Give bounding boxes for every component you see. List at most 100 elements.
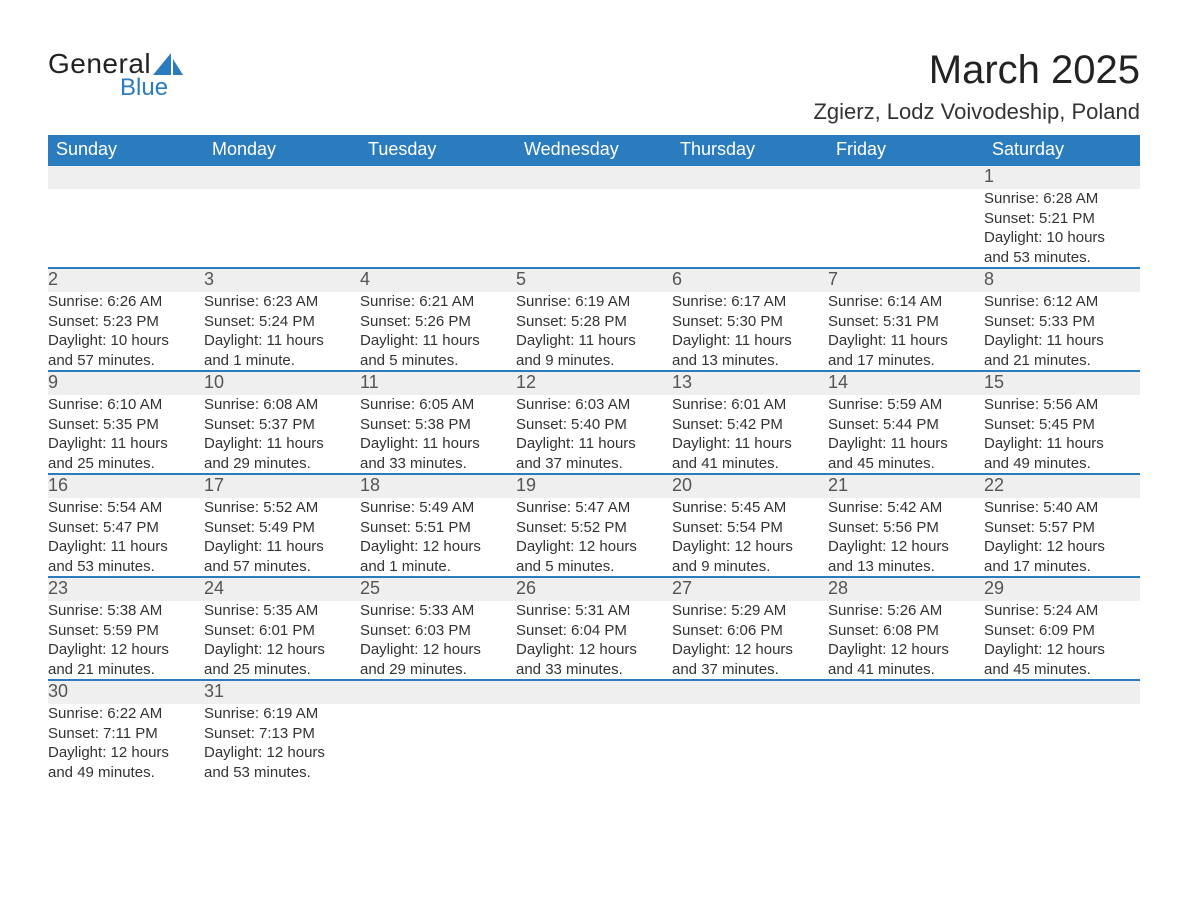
day-detail-cell: Sunrise: 6:19 AMSunset: 7:13 PMDaylight:… — [204, 704, 360, 782]
day-dl2: and 57 minutes. — [204, 557, 360, 577]
day-sunrise: Sunrise: 6:17 AM — [672, 292, 828, 312]
day-dl1: Daylight: 12 hours — [204, 640, 360, 660]
day-sunrise: Sunrise: 6:12 AM — [984, 292, 1140, 312]
day-sunrise: Sunrise: 6:10 AM — [48, 395, 204, 415]
day-dl1: Daylight: 11 hours — [360, 331, 516, 351]
day-sunrise: Sunrise: 6:23 AM — [204, 292, 360, 312]
day-detail-cell: Sunrise: 6:05 AMSunset: 5:38 PMDaylight:… — [360, 395, 516, 474]
day-sunrise: Sunrise: 5:24 AM — [984, 601, 1140, 621]
day-dl1: Daylight: 11 hours — [204, 331, 360, 351]
day-sunset: Sunset: 5:23 PM — [48, 312, 204, 332]
day-detail-cell: Sunrise: 6:21 AMSunset: 5:26 PMDaylight:… — [360, 292, 516, 371]
day-detail-cell: Sunrise: 6:12 AMSunset: 5:33 PMDaylight:… — [984, 292, 1140, 371]
day-sunrise: Sunrise: 5:31 AM — [516, 601, 672, 621]
day-number-cell: 24 — [204, 577, 360, 601]
day-dl1: Daylight: 10 hours — [984, 228, 1140, 248]
day-number-cell: 18 — [360, 474, 516, 498]
day-number-cell: 8 — [984, 268, 1140, 292]
day-detail-cell: Sunrise: 5:26 AMSunset: 6:08 PMDaylight:… — [828, 601, 984, 680]
day-dl2: and 5 minutes. — [360, 351, 516, 371]
day-dl1: Daylight: 12 hours — [984, 640, 1140, 660]
day-number-cell: 20 — [672, 474, 828, 498]
day-dl2: and 17 minutes. — [828, 351, 984, 371]
day-number-cell: 1 — [984, 165, 1140, 189]
day-sunrise: Sunrise: 5:42 AM — [828, 498, 984, 518]
day-detail-cell: Sunrise: 6:23 AMSunset: 5:24 PMDaylight:… — [204, 292, 360, 371]
day-dl2: and 17 minutes. — [984, 557, 1140, 577]
logo: General Blue — [48, 48, 183, 102]
day-detail-cell: Sunrise: 6:08 AMSunset: 5:37 PMDaylight:… — [204, 395, 360, 474]
day-dl2: and 9 minutes. — [672, 557, 828, 577]
day-sunrise: Sunrise: 5:45 AM — [672, 498, 828, 518]
day-detail-cell: Sunrise: 5:45 AMSunset: 5:54 PMDaylight:… — [672, 498, 828, 577]
day-detail-cell: Sunrise: 6:28 AMSunset: 5:21 PMDaylight:… — [984, 189, 1140, 268]
day-dl1: Daylight: 11 hours — [516, 434, 672, 454]
day-dl2: and 29 minutes. — [360, 660, 516, 680]
day-dl2: and 21 minutes. — [984, 351, 1140, 371]
day-detail-row: Sunrise: 6:22 AMSunset: 7:11 PMDaylight:… — [48, 704, 1140, 782]
day-sunrise: Sunrise: 6:19 AM — [204, 704, 360, 724]
day-detail-cell: Sunrise: 6:01 AMSunset: 5:42 PMDaylight:… — [672, 395, 828, 474]
day-number-cell — [360, 165, 516, 189]
day-dl1: Daylight: 12 hours — [360, 537, 516, 557]
day-dl1: Daylight: 12 hours — [516, 640, 672, 660]
day-number-cell: 27 — [672, 577, 828, 601]
day-number-row: 3031 — [48, 680, 1140, 704]
day-sunrise: Sunrise: 5:52 AM — [204, 498, 360, 518]
day-detail-cell — [204, 189, 360, 268]
location: Zgierz, Lodz Voivodeship, Poland — [813, 99, 1140, 125]
day-detail-cell: Sunrise: 5:52 AMSunset: 5:49 PMDaylight:… — [204, 498, 360, 577]
day-number-row: 9101112131415 — [48, 371, 1140, 395]
day-dl1: Daylight: 11 hours — [984, 331, 1140, 351]
day-dl2: and 1 minute. — [204, 351, 360, 371]
day-sunset: Sunset: 6:04 PM — [516, 621, 672, 641]
day-dl2: and 13 minutes. — [672, 351, 828, 371]
day-sunrise: Sunrise: 5:38 AM — [48, 601, 204, 621]
day-detail-cell: Sunrise: 5:31 AMSunset: 6:04 PMDaylight:… — [516, 601, 672, 680]
weekday-header: Friday — [828, 135, 984, 165]
day-dl1: Daylight: 12 hours — [360, 640, 516, 660]
day-sunset: Sunset: 5:45 PM — [984, 415, 1140, 435]
weekday-header: Tuesday — [360, 135, 516, 165]
day-number-cell: 17 — [204, 474, 360, 498]
day-detail-cell: Sunrise: 6:19 AMSunset: 5:28 PMDaylight:… — [516, 292, 672, 371]
day-dl2: and 37 minutes. — [672, 660, 828, 680]
day-sunset: Sunset: 5:21 PM — [984, 209, 1140, 229]
day-dl1: Daylight: 11 hours — [48, 434, 204, 454]
day-number-cell: 30 — [48, 680, 204, 704]
day-number-cell: 13 — [672, 371, 828, 395]
day-dl2: and 53 minutes. — [204, 763, 360, 783]
day-sunrise: Sunrise: 5:29 AM — [672, 601, 828, 621]
day-sunrise: Sunrise: 5:33 AM — [360, 601, 516, 621]
day-detail-cell: Sunrise: 5:40 AMSunset: 5:57 PMDaylight:… — [984, 498, 1140, 577]
day-detail-cell — [828, 189, 984, 268]
day-detail-row: Sunrise: 6:10 AMSunset: 5:35 PMDaylight:… — [48, 395, 1140, 474]
day-sunset: Sunset: 5:24 PM — [204, 312, 360, 332]
day-dl2: and 21 minutes. — [48, 660, 204, 680]
day-number-cell — [48, 165, 204, 189]
day-dl1: Daylight: 12 hours — [828, 537, 984, 557]
day-detail-cell: Sunrise: 5:33 AMSunset: 6:03 PMDaylight:… — [360, 601, 516, 680]
day-dl1: Daylight: 12 hours — [672, 537, 828, 557]
day-sunset: Sunset: 5:26 PM — [360, 312, 516, 332]
day-dl1: Daylight: 11 hours — [360, 434, 516, 454]
weekday-header: Monday — [204, 135, 360, 165]
day-sunset: Sunset: 5:52 PM — [516, 518, 672, 538]
day-number-cell — [984, 680, 1140, 704]
month-title: March 2025 — [813, 48, 1140, 93]
day-sunset: Sunset: 5:54 PM — [672, 518, 828, 538]
day-detail-cell: Sunrise: 5:38 AMSunset: 5:59 PMDaylight:… — [48, 601, 204, 680]
day-dl2: and 37 minutes. — [516, 454, 672, 474]
day-number-row: 16171819202122 — [48, 474, 1140, 498]
day-sunset: Sunset: 5:42 PM — [672, 415, 828, 435]
day-sunrise: Sunrise: 6:03 AM — [516, 395, 672, 415]
day-number-cell: 28 — [828, 577, 984, 601]
day-sunrise: Sunrise: 5:49 AM — [360, 498, 516, 518]
day-sunset: Sunset: 5:28 PM — [516, 312, 672, 332]
day-number-cell — [672, 165, 828, 189]
day-sunset: Sunset: 6:01 PM — [204, 621, 360, 641]
day-detail-cell: Sunrise: 6:14 AMSunset: 5:31 PMDaylight:… — [828, 292, 984, 371]
day-sunrise: Sunrise: 5:26 AM — [828, 601, 984, 621]
day-dl1: Daylight: 11 hours — [672, 331, 828, 351]
day-number-row: 2345678 — [48, 268, 1140, 292]
